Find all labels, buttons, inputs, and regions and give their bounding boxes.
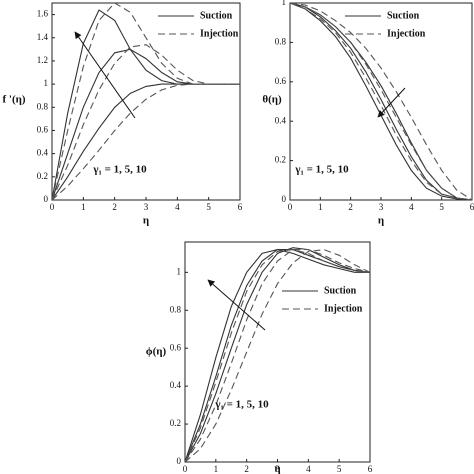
x-tick-label: 6 bbox=[238, 202, 243, 212]
plot-area bbox=[185, 247, 370, 462]
curve bbox=[185, 249, 370, 462]
y-tick-label: 1 bbox=[282, 0, 287, 7]
y-tick-label: 0.6 bbox=[37, 125, 49, 135]
arrow bbox=[74, 31, 136, 119]
y-tick-label: 1.6 bbox=[37, 9, 49, 19]
y-tick-label: 0 bbox=[44, 194, 49, 204]
x-tick-label: 0 bbox=[50, 202, 55, 212]
x-tick-label: 2 bbox=[112, 202, 117, 212]
legend-label: Suction bbox=[324, 285, 357, 296]
x-axis-label: η bbox=[274, 463, 280, 474]
curve bbox=[185, 249, 370, 462]
y-tick-label: 0.4 bbox=[37, 148, 49, 158]
y-axis-label: θ(η) bbox=[262, 94, 282, 106]
y-tick-label: 0.8 bbox=[170, 304, 182, 314]
curve bbox=[185, 249, 370, 462]
legend-label: Injection bbox=[387, 28, 426, 39]
x-tick-label: 3 bbox=[144, 202, 149, 212]
y-tick-label: 0.8 bbox=[275, 36, 287, 46]
x-tick-label: 4 bbox=[175, 202, 180, 212]
y-tick-label: 0.4 bbox=[275, 115, 287, 125]
x-tick-label: 1 bbox=[81, 202, 86, 212]
y-tick-label: 0.2 bbox=[170, 418, 181, 428]
curve bbox=[290, 3, 472, 200]
curve bbox=[185, 247, 370, 462]
plot-frame bbox=[184, 241, 371, 463]
curve bbox=[290, 3, 472, 200]
x-tick-label: 3 bbox=[379, 202, 384, 212]
curve bbox=[52, 83, 240, 200]
x-tick-label: 5 bbox=[206, 202, 211, 212]
y-tick-label: 0.6 bbox=[275, 76, 287, 86]
y-tick-label: 0.4 bbox=[170, 380, 182, 390]
curve bbox=[185, 249, 370, 462]
legend-label: Suction bbox=[200, 10, 233, 21]
y-tick-label: 0 bbox=[282, 194, 287, 204]
legend-label: Suction bbox=[387, 10, 420, 21]
y-tick-label: 0.6 bbox=[170, 342, 182, 352]
y-axis-label: f '(η) bbox=[2, 94, 25, 106]
x-tick-label: 2 bbox=[348, 202, 353, 212]
x-tick-label: 5 bbox=[337, 464, 342, 474]
x-tick-label: 6 bbox=[470, 202, 474, 212]
x-axis-label: η bbox=[378, 215, 384, 227]
legend-label: Injection bbox=[200, 28, 239, 39]
annotation: γ₁ = 1, 5, 10 bbox=[92, 164, 147, 176]
y-tick-label: 0 bbox=[177, 456, 182, 466]
legend-label: Injection bbox=[324, 303, 363, 314]
arrow bbox=[207, 279, 266, 331]
curve bbox=[290, 3, 472, 200]
y-tick-label: 0.2 bbox=[37, 171, 48, 181]
x-tick-label: 5 bbox=[439, 202, 444, 212]
curve bbox=[52, 48, 240, 200]
y-tick-label: 0.2 bbox=[275, 155, 286, 165]
annotation: γ₁ = 1, 5, 10 bbox=[214, 399, 269, 411]
x-tick-label: 4 bbox=[409, 202, 414, 212]
x-axis-label: η bbox=[143, 215, 149, 227]
x-tick-label: 0 bbox=[183, 464, 188, 474]
x-tick-label: 6 bbox=[368, 464, 373, 474]
y-tick-label: 1.2 bbox=[37, 55, 48, 65]
y-tick-label: 1 bbox=[44, 78, 49, 88]
y-tick-label: 1.4 bbox=[37, 32, 49, 42]
x-tick-label: 1 bbox=[318, 202, 323, 212]
x-tick-label: 0 bbox=[288, 202, 293, 212]
curve bbox=[185, 249, 370, 462]
arrow bbox=[377, 87, 406, 118]
x-tick-label: 2 bbox=[244, 464, 249, 474]
curve bbox=[290, 3, 472, 200]
x-tick-label: 1 bbox=[214, 464, 219, 474]
curve bbox=[52, 44, 240, 200]
annotation: γ₁ = 1, 5, 10 bbox=[294, 164, 349, 176]
y-axis-label: ϕ(η) bbox=[146, 346, 167, 358]
x-tick-label: 4 bbox=[306, 464, 311, 474]
y-tick-label: 0.8 bbox=[37, 101, 49, 111]
y-tick-label: 1 bbox=[177, 266, 182, 276]
x-tick-label: 3 bbox=[275, 464, 280, 474]
curve bbox=[52, 83, 240, 200]
